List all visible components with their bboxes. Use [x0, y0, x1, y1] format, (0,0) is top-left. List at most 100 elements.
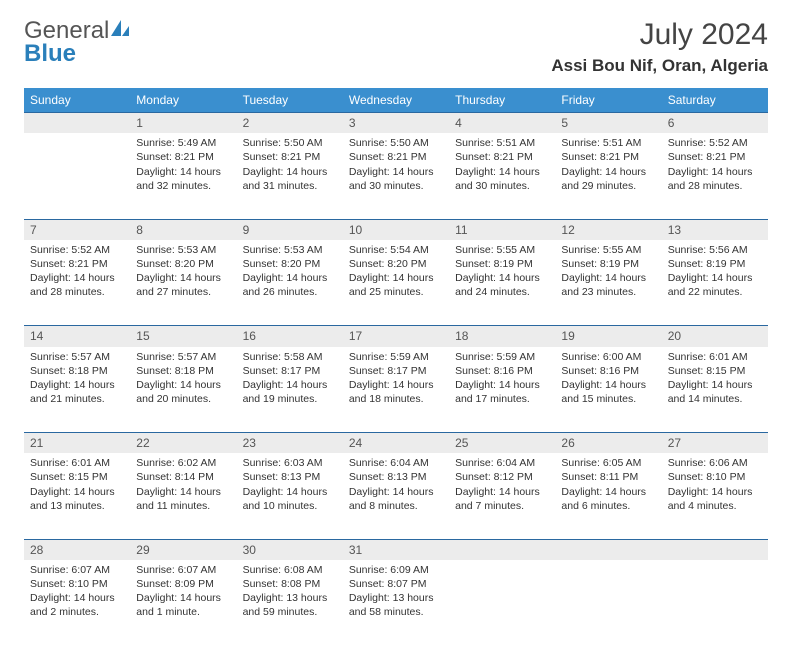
daylight-text: and 15 minutes.: [561, 392, 655, 406]
sunset-text: Sunset: 8:21 PM: [561, 150, 655, 164]
weekday-header: Saturday: [662, 88, 768, 113]
day-cell: Sunrise: 6:09 AMSunset: 8:07 PMDaylight:…: [343, 560, 449, 646]
day-cell: Sunrise: 6:05 AMSunset: 8:11 PMDaylight:…: [555, 453, 661, 539]
day-cell: Sunrise: 5:57 AMSunset: 8:18 PMDaylight:…: [24, 347, 130, 433]
day-number: 20: [662, 326, 768, 347]
day-cell: Sunrise: 5:51 AMSunset: 8:21 PMDaylight:…: [449, 133, 555, 219]
daylight-text: and 58 minutes.: [349, 605, 443, 619]
sunset-text: Sunset: 8:20 PM: [349, 257, 443, 271]
sunset-text: Sunset: 8:19 PM: [668, 257, 762, 271]
day-cell: Sunrise: 5:58 AMSunset: 8:17 PMDaylight:…: [237, 347, 343, 433]
weekday-header-row: Sunday Monday Tuesday Wednesday Thursday…: [24, 88, 768, 113]
daylight-text: Daylight: 14 hours: [243, 485, 337, 499]
daylight-text: and 14 minutes.: [668, 392, 762, 406]
daylight-text: and 30 minutes.: [349, 179, 443, 193]
daylight-text: Daylight: 14 hours: [668, 378, 762, 392]
sunrise-text: Sunrise: 5:57 AM: [136, 350, 230, 364]
weekday-header: Wednesday: [343, 88, 449, 113]
daylight-text: Daylight: 14 hours: [136, 378, 230, 392]
daylight-text: and 11 minutes.: [136, 499, 230, 513]
daylight-text: and 26 minutes.: [243, 285, 337, 299]
sunset-text: Sunset: 8:21 PM: [30, 257, 124, 271]
brand-logo: General Blue: [24, 18, 131, 66]
sunrise-text: Sunrise: 6:07 AM: [136, 563, 230, 577]
sunrise-text: Sunrise: 5:59 AM: [455, 350, 549, 364]
day-number: 8: [130, 219, 236, 240]
sunrise-text: Sunrise: 6:03 AM: [243, 456, 337, 470]
sunrise-text: Sunrise: 5:54 AM: [349, 243, 443, 257]
sunset-text: Sunset: 8:18 PM: [30, 364, 124, 378]
day-number: 10: [343, 219, 449, 240]
day-cell: Sunrise: 5:52 AMSunset: 8:21 PMDaylight:…: [24, 240, 130, 326]
sunset-text: Sunset: 8:20 PM: [243, 257, 337, 271]
daylight-text: and 18 minutes.: [349, 392, 443, 406]
day-number: 12: [555, 219, 661, 240]
sunrise-text: Sunrise: 6:08 AM: [243, 563, 337, 577]
daylight-text: and 31 minutes.: [243, 179, 337, 193]
day-cell: Sunrise: 5:49 AMSunset: 8:21 PMDaylight:…: [130, 133, 236, 219]
daylight-text: and 29 minutes.: [561, 179, 655, 193]
day-number: 4: [449, 113, 555, 134]
sunrise-text: Sunrise: 6:09 AM: [349, 563, 443, 577]
sunset-text: Sunset: 8:21 PM: [668, 150, 762, 164]
daylight-text: Daylight: 14 hours: [30, 485, 124, 499]
day-number: 25: [449, 433, 555, 454]
day-number: 7: [24, 219, 130, 240]
sunrise-text: Sunrise: 6:01 AM: [30, 456, 124, 470]
sunset-text: Sunset: 8:19 PM: [455, 257, 549, 271]
daylight-text: and 21 minutes.: [30, 392, 124, 406]
day-number: 13: [662, 219, 768, 240]
daylight-text: and 7 minutes.: [455, 499, 549, 513]
daylight-text: and 2 minutes.: [30, 605, 124, 619]
day-number: 1: [130, 113, 236, 134]
day-number: [662, 539, 768, 560]
weekday-header: Sunday: [24, 88, 130, 113]
sunrise-text: Sunrise: 5:56 AM: [668, 243, 762, 257]
day-number: [555, 539, 661, 560]
brand-name-2: Blue: [24, 40, 76, 67]
daylight-text: Daylight: 14 hours: [561, 165, 655, 179]
sunset-text: Sunset: 8:14 PM: [136, 470, 230, 484]
day-content-row: Sunrise: 5:49 AMSunset: 8:21 PMDaylight:…: [24, 133, 768, 219]
day-cell: Sunrise: 6:02 AMSunset: 8:14 PMDaylight:…: [130, 453, 236, 539]
daylight-text: Daylight: 14 hours: [668, 165, 762, 179]
day-number: 29: [130, 539, 236, 560]
daylight-text: Daylight: 14 hours: [455, 165, 549, 179]
weekday-header: Friday: [555, 88, 661, 113]
sunset-text: Sunset: 8:10 PM: [30, 577, 124, 591]
day-number: 28: [24, 539, 130, 560]
day-number: 23: [237, 433, 343, 454]
day-number: 2: [237, 113, 343, 134]
daylight-text: and 30 minutes.: [455, 179, 549, 193]
day-number: 5: [555, 113, 661, 134]
day-cell: Sunrise: 6:07 AMSunset: 8:10 PMDaylight:…: [24, 560, 130, 646]
sunset-text: Sunset: 8:21 PM: [455, 150, 549, 164]
day-number-row: 78910111213: [24, 219, 768, 240]
day-cell: Sunrise: 6:06 AMSunset: 8:10 PMDaylight:…: [662, 453, 768, 539]
daylight-text: Daylight: 14 hours: [136, 591, 230, 605]
sunset-text: Sunset: 8:13 PM: [243, 470, 337, 484]
daylight-text: and 17 minutes.: [455, 392, 549, 406]
sunrise-text: Sunrise: 6:02 AM: [136, 456, 230, 470]
day-number: 15: [130, 326, 236, 347]
daylight-text: Daylight: 13 hours: [243, 591, 337, 605]
sunrise-text: Sunrise: 5:51 AM: [561, 136, 655, 150]
sunset-text: Sunset: 8:16 PM: [561, 364, 655, 378]
day-content-row: Sunrise: 6:01 AMSunset: 8:15 PMDaylight:…: [24, 453, 768, 539]
day-cell: Sunrise: 6:08 AMSunset: 8:08 PMDaylight:…: [237, 560, 343, 646]
sunrise-text: Sunrise: 6:05 AM: [561, 456, 655, 470]
sunset-text: Sunset: 8:08 PM: [243, 577, 337, 591]
daylight-text: Daylight: 14 hours: [243, 165, 337, 179]
daylight-text: Daylight: 14 hours: [349, 271, 443, 285]
sunset-text: Sunset: 8:17 PM: [243, 364, 337, 378]
day-number: [24, 113, 130, 134]
daylight-text: Daylight: 13 hours: [349, 591, 443, 605]
day-cell: Sunrise: 5:55 AMSunset: 8:19 PMDaylight:…: [449, 240, 555, 326]
sunrise-text: Sunrise: 5:51 AM: [455, 136, 549, 150]
daylight-text: Daylight: 14 hours: [349, 165, 443, 179]
daylight-text: and 32 minutes.: [136, 179, 230, 193]
daylight-text: Daylight: 14 hours: [30, 378, 124, 392]
sunset-text: Sunset: 8:21 PM: [349, 150, 443, 164]
sunrise-text: Sunrise: 5:53 AM: [243, 243, 337, 257]
day-content-row: Sunrise: 6:07 AM Sunset: 8:10 PM Daylight:…: [24, 560, 768, 646]
